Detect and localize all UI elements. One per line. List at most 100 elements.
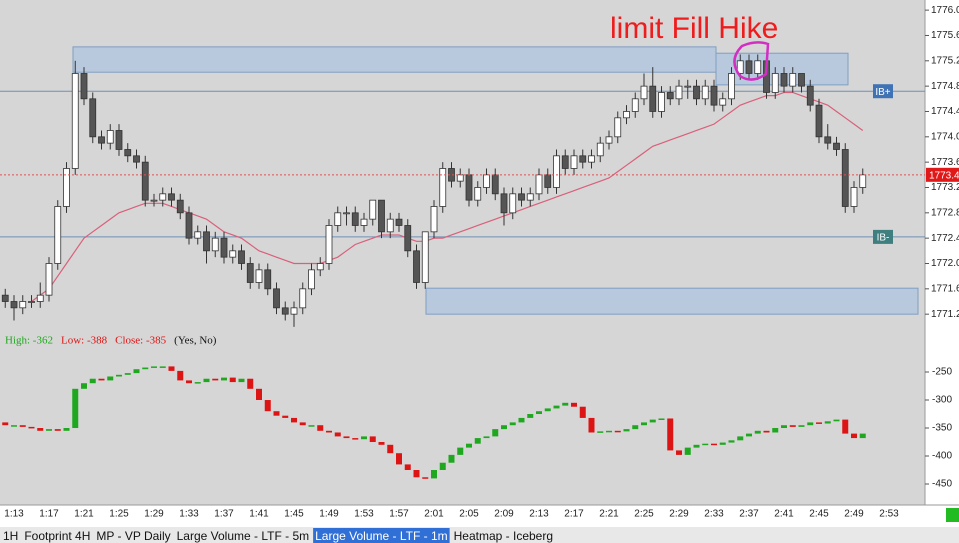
delta-candle	[72, 388, 79, 429]
y-tick-label: 1773.2	[931, 182, 959, 193]
tab-background[interactable]	[313, 528, 450, 543]
delta-stat: Close: -385	[115, 335, 167, 347]
delta-candle	[658, 418, 665, 420]
tab-background[interactable]	[22, 528, 93, 543]
y2-tick-label: -300	[932, 395, 952, 406]
candle-body	[159, 193, 167, 201]
delta-candle	[597, 431, 604, 433]
candle-body	[63, 168, 70, 207]
tab-background[interactable]	[451, 528, 556, 543]
price-axis-background	[925, 0, 959, 505]
candle-body	[850, 187, 858, 207]
candle-body	[238, 250, 245, 264]
delta-candle	[431, 470, 437, 479]
delta-candle	[518, 417, 525, 423]
delta-candle	[229, 377, 236, 383]
x-tick-label: 1:13	[4, 509, 24, 520]
candle-body	[596, 142, 604, 157]
candle-body	[553, 155, 560, 188]
candle-body	[570, 155, 578, 169]
x-tick-label: 2:53	[879, 509, 899, 520]
tab[interactable]: Footprint 4H	[24, 529, 90, 543]
candle-body	[115, 130, 123, 150]
highlight-circle	[733, 41, 770, 81]
x-tick-label: 2:49	[844, 509, 864, 520]
y-tick-label: 1771.2	[931, 309, 959, 320]
tab-background[interactable]	[1, 528, 21, 543]
tab[interactable]: Large Volume - LTF - 1m	[315, 529, 448, 543]
candle-body	[89, 98, 97, 138]
candle-body	[745, 60, 753, 74]
candle-body	[614, 117, 622, 138]
delta-candle	[571, 402, 577, 407]
candle-body	[220, 237, 228, 258]
y-tick-label: 1775.6	[931, 30, 959, 41]
candle-body	[325, 225, 333, 264]
candle-body	[80, 73, 88, 100]
delta-candle	[474, 438, 481, 444]
x-tick-label: 2:09	[494, 509, 514, 520]
delta-candle	[754, 430, 761, 434]
delta-candle	[151, 366, 157, 368]
candle-body	[588, 155, 595, 163]
delta-candle	[194, 382, 201, 384]
delta-candle	[238, 378, 245, 383]
y-tick-label: 1773.6	[931, 157, 959, 168]
delta-candle	[63, 428, 70, 431]
candle-body	[141, 161, 149, 201]
candle-body	[631, 98, 639, 112]
candle-body	[176, 199, 184, 214]
x-tick-label: 2:33	[704, 509, 724, 520]
candle-body	[675, 85, 683, 100]
candle-body	[509, 193, 517, 214]
candle-body	[833, 142, 840, 150]
candle-body	[133, 155, 140, 163]
candle-body	[456, 174, 464, 182]
delta-candle	[291, 417, 297, 423]
y-tick-label: 1775.2	[931, 55, 959, 66]
tab[interactable]: Heatmap - Iceberg	[454, 529, 553, 543]
delta-candle	[851, 433, 857, 439]
x-tick-label: 1:33	[179, 509, 199, 520]
candle-body	[19, 301, 27, 309]
delta-candle	[98, 378, 105, 381]
candle-body	[281, 307, 289, 315]
candle-body	[71, 73, 79, 169]
tab-background[interactable]	[94, 528, 173, 543]
delta-candle	[606, 430, 612, 433]
delta-candle	[159, 366, 166, 368]
delta-candle	[842, 419, 849, 434]
candle-body	[290, 307, 298, 315]
delta-candle	[789, 425, 796, 427]
delta-candle	[247, 378, 254, 389]
y2-tick-label: -350	[932, 423, 952, 434]
delta-candle	[623, 429, 630, 432]
candle-body	[386, 218, 394, 233]
tab[interactable]: Large Volume - LTF - 5m	[177, 529, 310, 543]
x-tick-label: 1:45	[284, 509, 304, 520]
delta-stat: Low: -388	[61, 335, 108, 347]
delta-candle	[46, 429, 52, 431]
delta-candle	[448, 454, 455, 463]
delta-candle	[2, 422, 9, 426]
candle-body	[168, 193, 175, 201]
x-tick-label: 1:57	[389, 509, 409, 520]
x-tick-label: 1:37	[214, 509, 234, 520]
tab[interactable]: MP - VP Daily	[96, 529, 170, 543]
delta-candle	[439, 462, 446, 471]
y-tick-label: 1771.6	[931, 283, 959, 294]
candle-body	[535, 174, 543, 195]
delta-candle	[553, 405, 560, 409]
annotation: limit Fill Hike	[610, 12, 778, 45]
delta-candle	[221, 377, 227, 381]
x-tick-label: 2:29	[669, 509, 689, 520]
x-tick-label: 1:21	[74, 509, 94, 520]
tab[interactable]: 1H	[3, 529, 18, 543]
tab-background[interactable]	[174, 528, 312, 543]
delta-candle	[299, 422, 306, 426]
candle-body	[343, 212, 350, 215]
x-tick-label: 1:41	[249, 509, 269, 520]
candle-body	[666, 92, 674, 100]
candle-body	[806, 85, 814, 106]
corner-badge	[946, 508, 959, 522]
